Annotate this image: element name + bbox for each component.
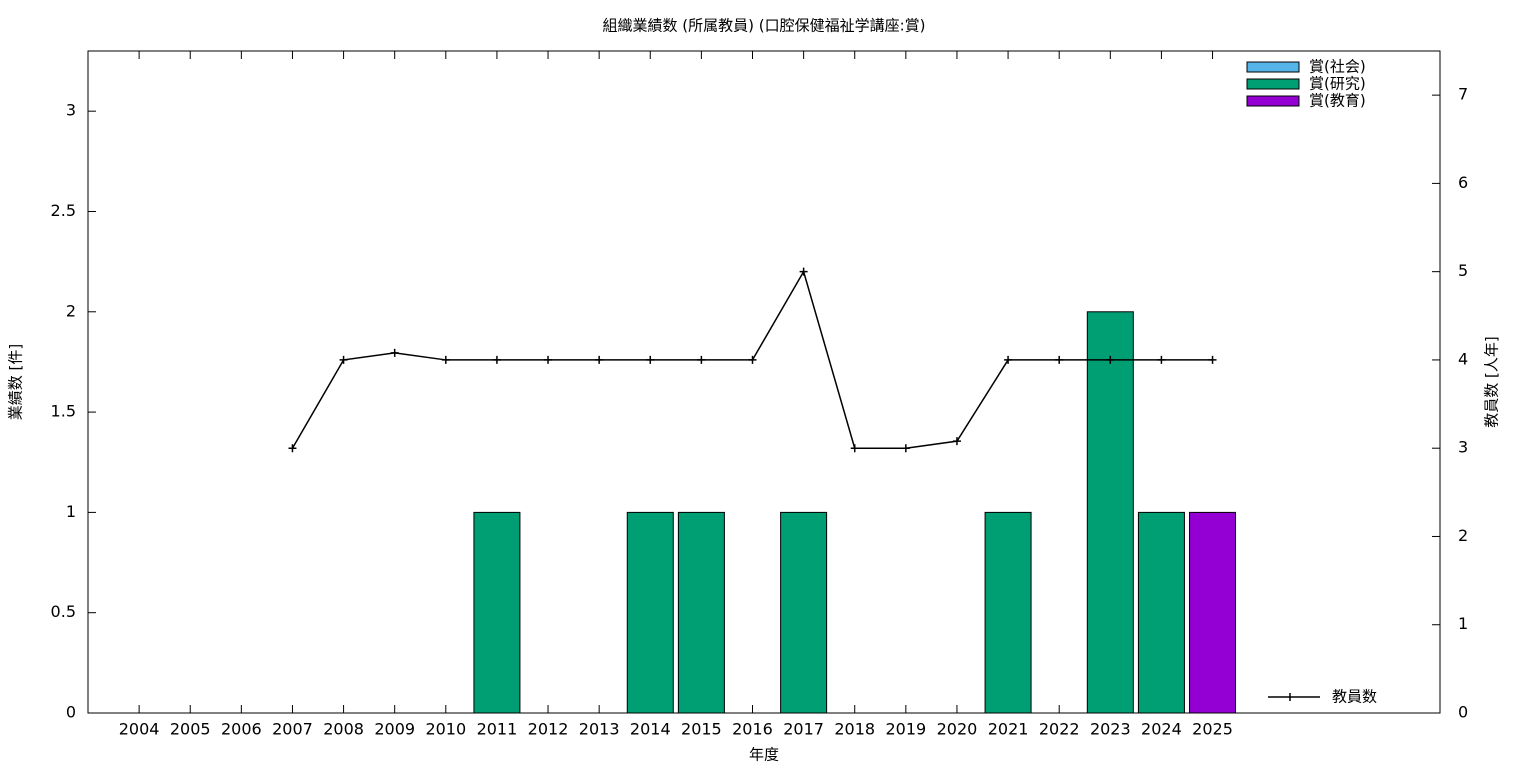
point — [799, 267, 808, 276]
x-tick-label: 2014 — [630, 720, 671, 739]
x-tick-label: 2015 — [681, 720, 722, 739]
y-tick-label: 0.5 — [51, 602, 76, 621]
y-tick-label: 2 — [66, 301, 76, 320]
y2-tick-label: 6 — [1458, 173, 1468, 192]
y2-axis-label: 教員数 [人年] — [1483, 336, 1501, 427]
x-tick-label: 2007 — [272, 720, 313, 739]
point — [697, 355, 706, 364]
bar — [984, 511, 1032, 714]
bar — [1189, 511, 1237, 714]
point — [952, 437, 961, 446]
x-tick-label: 2021 — [988, 720, 1029, 739]
legend-label: 賞(研究) — [1309, 75, 1366, 93]
y2-tick-label: 1 — [1458, 614, 1468, 633]
point — [1055, 355, 1064, 364]
legend-label: 教員数 — [1332, 688, 1377, 706]
bar — [626, 511, 674, 714]
y2-tick-label: 2 — [1458, 526, 1468, 545]
x-tick-label: 2023 — [1090, 720, 1131, 739]
y2-tick-label: 3 — [1458, 438, 1468, 457]
bar — [677, 511, 725, 714]
x-tick-label: 2025 — [1192, 720, 1233, 739]
x-tick-label: 2004 — [119, 720, 160, 739]
x-tick-label: 2020 — [937, 720, 978, 739]
point — [492, 355, 501, 364]
bar — [780, 511, 828, 714]
x-tick-label: 2017 — [783, 720, 824, 739]
y2-tick-label: 0 — [1458, 703, 1468, 722]
legend-swatch — [1246, 95, 1300, 107]
point — [850, 444, 859, 453]
point — [1157, 355, 1166, 364]
point — [544, 355, 553, 364]
x-tick-label: 2022 — [1039, 720, 1080, 739]
x-tick-label: 2018 — [834, 720, 875, 739]
point — [390, 348, 399, 357]
point — [595, 355, 604, 364]
y-tick-label: 1.5 — [51, 402, 76, 421]
point — [339, 355, 348, 364]
point — [1106, 355, 1115, 364]
y2-tick-label: 4 — [1458, 349, 1468, 368]
legend-swatch — [1246, 78, 1300, 90]
x-axis-label: 年度 — [749, 746, 779, 764]
legend-label: 賞(教育) — [1309, 92, 1366, 110]
bar — [1137, 511, 1185, 714]
legend-label: 賞(社会) — [1309, 58, 1366, 76]
x-tick-label: 2010 — [425, 720, 466, 739]
y-tick-label: 2.5 — [51, 201, 76, 220]
y2-tick-label: 7 — [1458, 85, 1468, 104]
point — [748, 355, 757, 364]
y-axis-label: 業績数 [件] — [7, 344, 25, 420]
y2-tick-label: 5 — [1458, 261, 1468, 280]
x-tick-label: 2013 — [579, 720, 620, 739]
point — [901, 444, 910, 453]
point — [441, 355, 450, 364]
x-tick-label: 2006 — [221, 720, 262, 739]
legend-swatch — [1246, 61, 1300, 73]
point — [646, 355, 655, 364]
y-tick-label: 0 — [66, 703, 76, 722]
y-tick-label: 3 — [66, 101, 76, 120]
point — [1004, 355, 1013, 364]
x-tick-label: 2016 — [732, 720, 773, 739]
bar — [473, 511, 521, 714]
point — [1208, 355, 1217, 364]
point — [288, 444, 297, 453]
chart-title: 組織業績数 (所属教員) (口腔保健福祉学講座:賞) — [602, 17, 925, 35]
y-tick-label: 1 — [66, 502, 76, 521]
x-tick-label: 2011 — [477, 720, 518, 739]
plot-frame — [87, 50, 1441, 714]
x-tick-label: 2019 — [885, 720, 926, 739]
x-tick-label: 2009 — [374, 720, 415, 739]
x-tick-label: 2012 — [528, 720, 569, 739]
x-tick-label: 2024 — [1141, 720, 1182, 739]
bar — [1086, 311, 1134, 714]
x-tick-label: 2005 — [170, 720, 211, 739]
x-tick-label: 2008 — [323, 720, 364, 739]
